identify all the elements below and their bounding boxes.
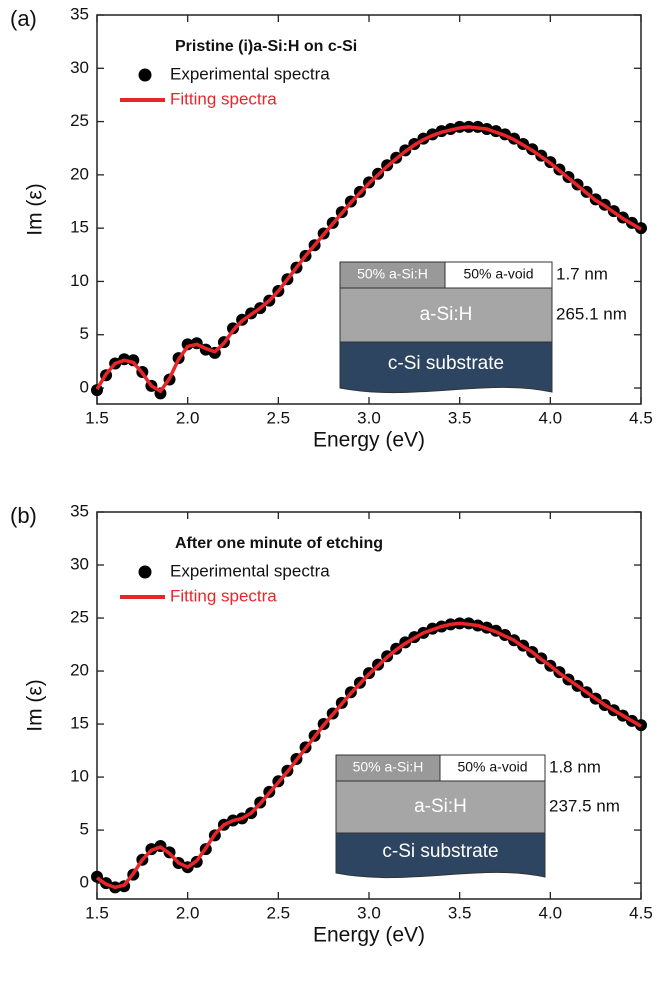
y-tick-label: 25: [70, 111, 89, 130]
y-tick-label: 0: [80, 377, 89, 396]
x-axis-title: Energy (eV): [313, 924, 425, 947]
legend-marker: [138, 565, 152, 579]
layer-inset: 50% a-Si:H 50% a-void 1.7 nm a-Si:H 265.1 nm…: [339, 261, 627, 394]
y-tick-label: 35: [70, 501, 89, 520]
x-tick-label: 4.0: [539, 903, 563, 922]
y-tick-label: 35: [70, 4, 89, 23]
y-tick-label: 10: [70, 271, 89, 290]
layer-top-left: [335, 754, 441, 782]
layer-top-right: [439, 754, 546, 782]
layer-middle: [335, 780, 546, 834]
layer-label: 50% a-void: [457, 759, 527, 775]
y-tick-label: 5: [80, 820, 89, 839]
x-tick-label: 4.5: [629, 408, 653, 427]
layer-bottom: [339, 341, 553, 394]
layer-thickness: 1.8 nm: [549, 757, 601, 776]
x-tick-label: 2.0: [176, 903, 200, 922]
legend-label: Experimental spectra: [170, 561, 330, 580]
y-axis-title: Im (ε): [24, 679, 47, 732]
chart-title: After one minute of etching: [175, 535, 383, 552]
plot-frame: [96, 14, 642, 405]
x-tick-label: 3.0: [357, 903, 381, 922]
x-tick-label: 3.5: [448, 408, 472, 427]
fit-line: [95, 621, 642, 890]
x-tick-label: 1.5: [85, 903, 109, 922]
x-tick-label: 2.0: [176, 408, 200, 427]
layer-label: c-Si substrate: [388, 353, 504, 374]
panel-label: (b): [10, 503, 37, 528]
x-tick-label: 4.5: [629, 903, 653, 922]
x-tick-label: 3.0: [357, 408, 381, 427]
layer-thickness: 237.5 nm: [549, 796, 620, 815]
fit-line: [95, 125, 642, 393]
layer-thickness: 265.1 nm: [556, 304, 627, 323]
layer-top-right: [444, 261, 553, 289]
chart-title: Pristine (i)a-Si:H on c-Si: [175, 38, 357, 55]
layer-thickness: 1.7 nm: [556, 264, 608, 283]
layer-inset: 50% a-Si:H 50% a-void 1.8 nm a-Si:H 237.5 nm…: [335, 754, 620, 879]
layer-label: a-Si:H: [420, 304, 473, 325]
legend-label: Fitting spectra: [170, 586, 277, 605]
y-tick-label: 0: [80, 873, 89, 892]
y-axis-title: Im (ε): [24, 183, 47, 236]
x-tick-label: 2.5: [267, 903, 291, 922]
x-tick-label: 4.0: [539, 408, 563, 427]
legend-label: Experimental spectra: [170, 64, 330, 83]
layer-label: c-Si substrate: [382, 841, 498, 862]
y-tick-label: 5: [80, 324, 89, 343]
x-tick-label: 3.5: [448, 903, 472, 922]
x-axis-title: Energy (eV): [313, 429, 425, 452]
panel-label: (a): [10, 6, 37, 31]
layer-label: a-Si:H: [414, 796, 467, 817]
layer-label: 50% a-void: [463, 266, 533, 282]
plot-frame: [96, 511, 642, 900]
x-tick-label: 1.5: [85, 408, 109, 427]
y-tick-label: 15: [70, 714, 89, 733]
y-tick-label: 30: [70, 554, 89, 573]
layer-label: 50% a-Si:H: [353, 759, 424, 775]
x-tick-label: 2.5: [267, 408, 291, 427]
y-tick-label: 20: [70, 164, 89, 183]
y-tick-label: 20: [70, 661, 89, 680]
y-tick-label: 30: [70, 58, 89, 77]
legend-marker: [138, 68, 152, 82]
y-tick-label: 10: [70, 767, 89, 786]
layer-bottom: [335, 832, 546, 879]
layer-middle: [339, 287, 553, 343]
y-tick-label: 15: [70, 218, 89, 237]
legend-label: Fitting spectra: [170, 89, 277, 108]
layer-label: 50% a-Si:H: [357, 266, 428, 282]
y-tick-label: 25: [70, 608, 89, 627]
